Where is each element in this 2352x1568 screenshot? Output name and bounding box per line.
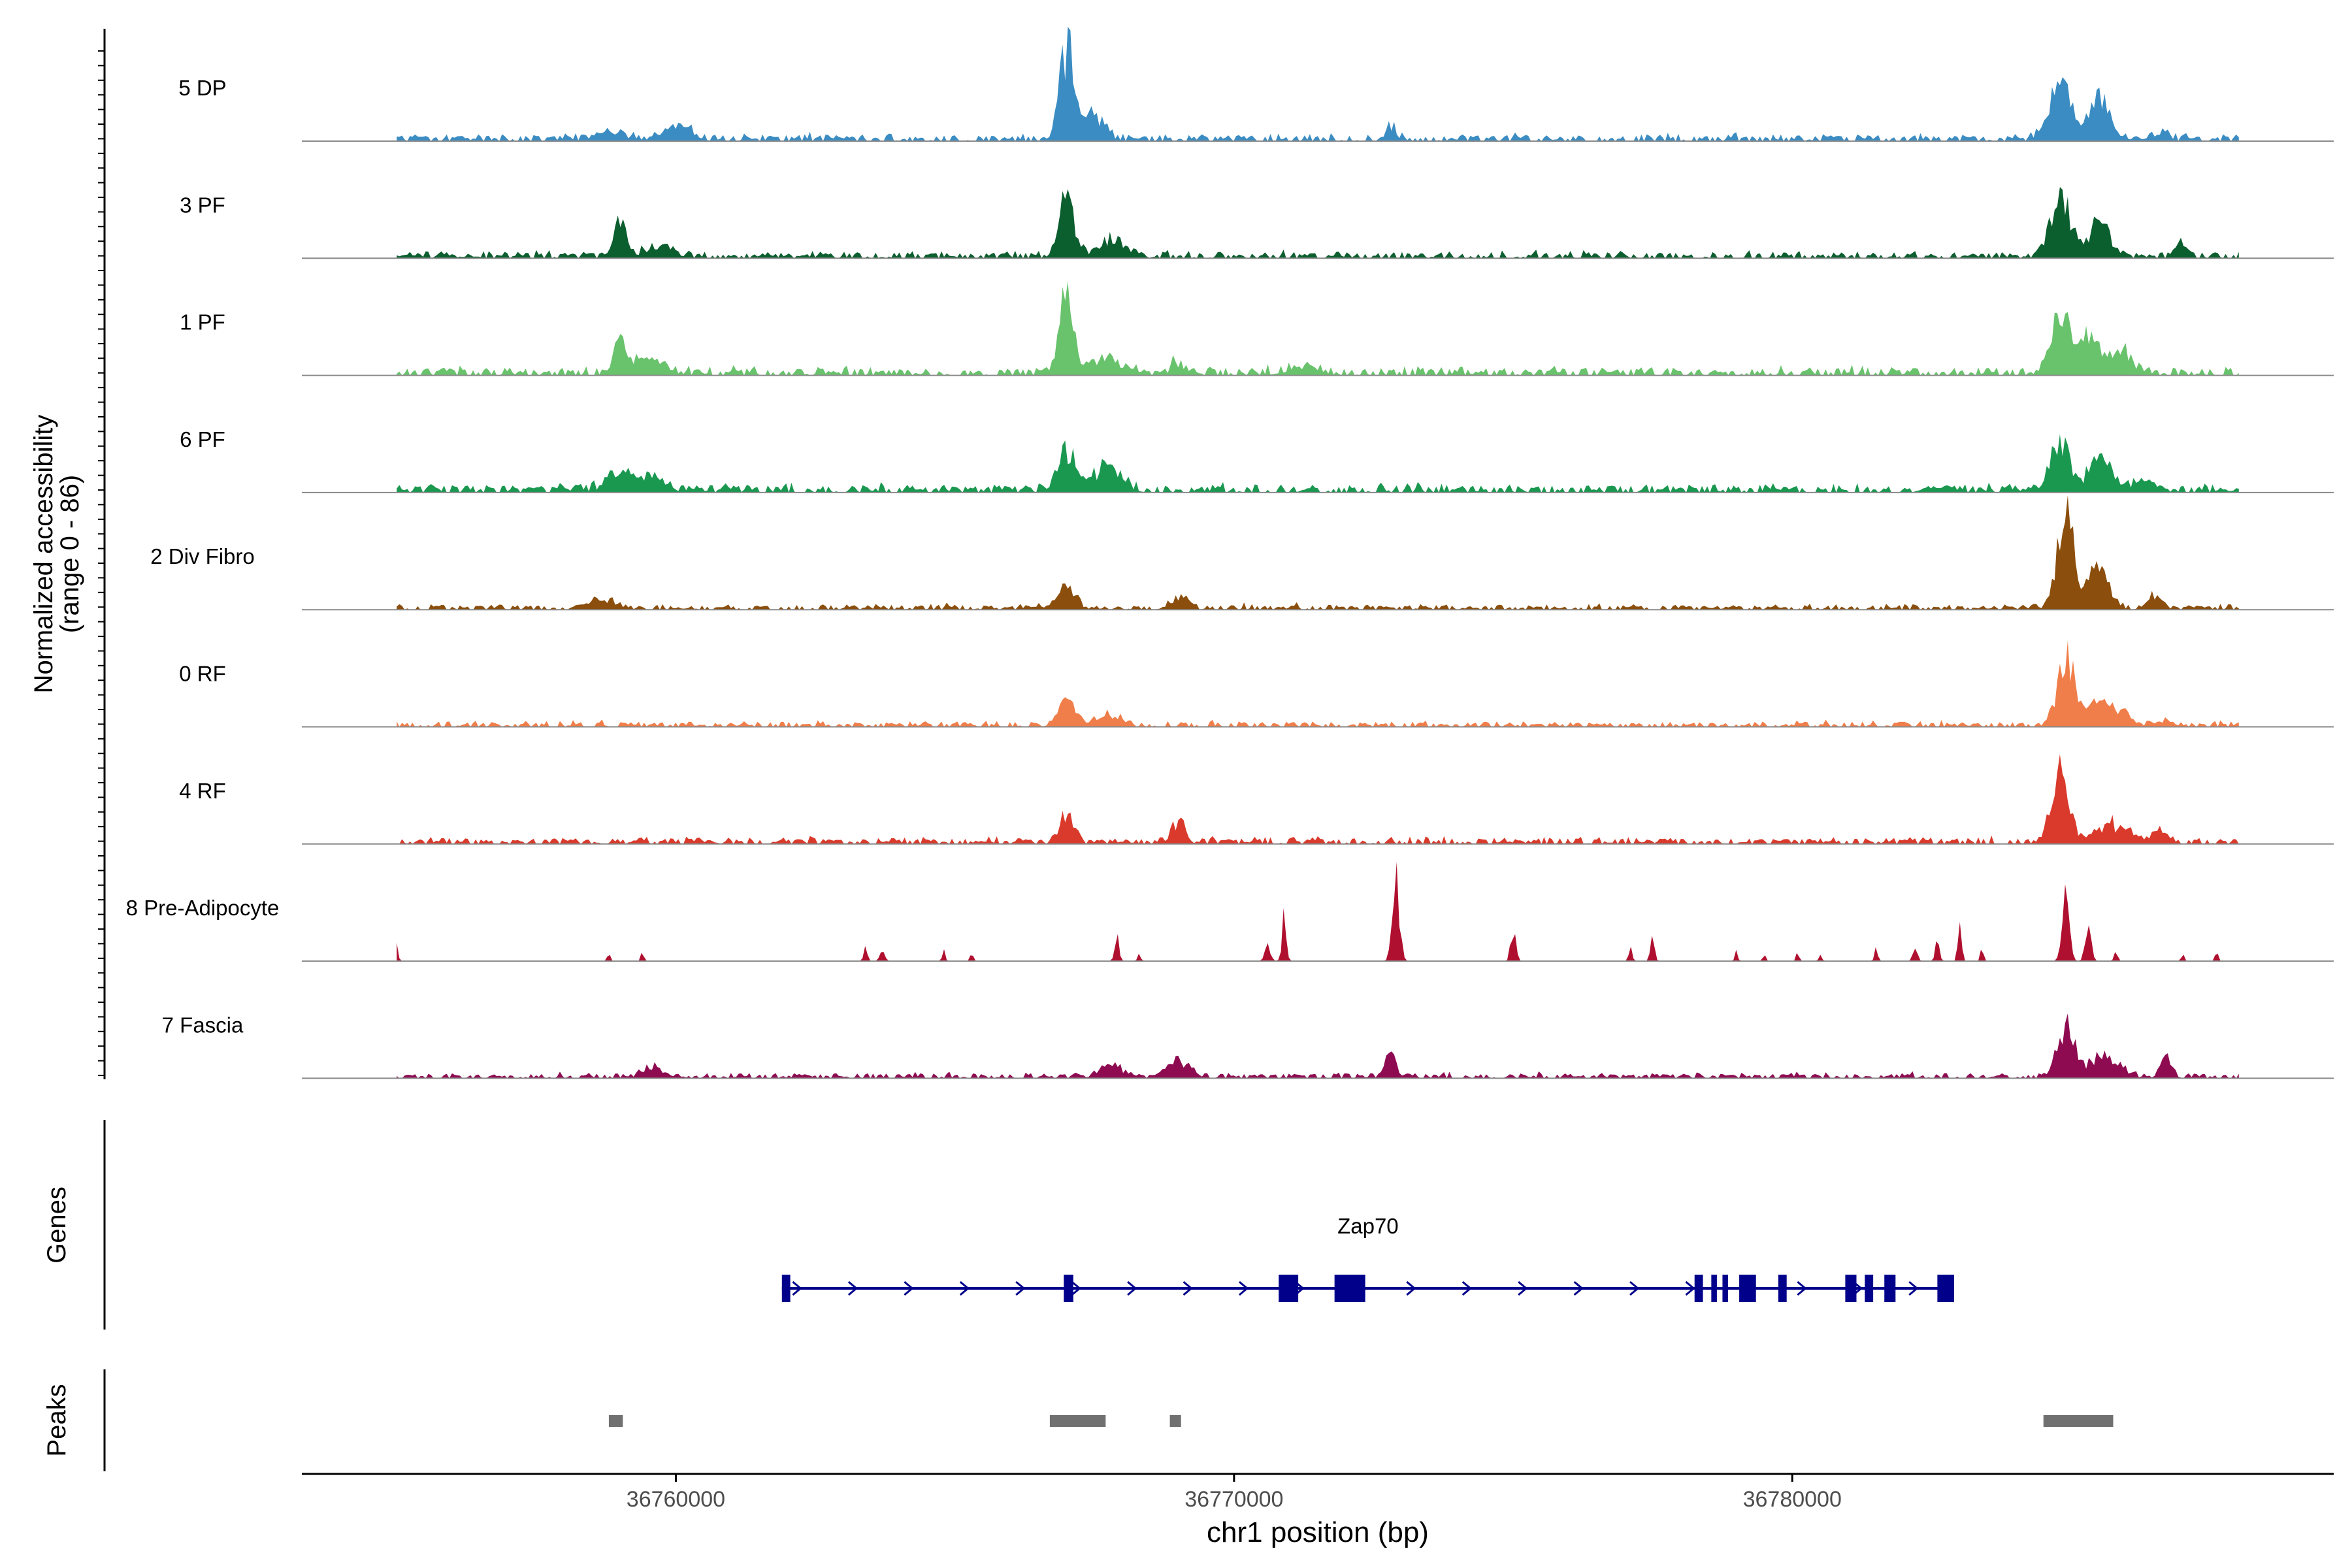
- track-2-div-fibro: 2 Div Fibro: [150, 495, 2334, 611]
- gene-annotation-track: Zap70: [781, 1214, 1955, 1302]
- coverage-area: [397, 1013, 2239, 1079]
- gene-exon: [1884, 1275, 1896, 1302]
- strand-arrow: [1406, 1281, 1416, 1296]
- strand-arrow: [1127, 1281, 1137, 1296]
- coverage-tracks: 5 DP 3 PF 1 PF 6 PF 2 Div Fibro 0 RF 4 RF 8 Pre…: [126, 27, 2334, 1079]
- track-3-pf: 3 PF: [180, 187, 2334, 259]
- peak-region: [2043, 1415, 2114, 1427]
- strand-arrow: [1629, 1281, 1640, 1296]
- genes-panel-label: Genes: [42, 1186, 71, 1264]
- strand-arrow: [792, 1281, 802, 1296]
- x-axis-label: chr1 position (bp): [1207, 1516, 1429, 1548]
- strand-arrow: [1071, 1281, 1081, 1296]
- gene-exon: [1279, 1275, 1299, 1302]
- track-label: 0 RF: [179, 662, 226, 686]
- track-label: 5 DP: [178, 76, 226, 100]
- coverage-area: [397, 495, 2239, 610]
- coverage-area: [397, 754, 2239, 844]
- coverage-y-axis: [98, 29, 106, 1079]
- track-label: 6 PF: [180, 427, 225, 451]
- gene-exon: [1845, 1275, 1857, 1302]
- peak-region: [1169, 1415, 1181, 1427]
- peak-region: [608, 1415, 623, 1427]
- y-axis-label: Normalized accessibility: [29, 415, 58, 694]
- peaks-panel-label: Peaks: [42, 1384, 71, 1456]
- track-label: 3 PF: [180, 193, 225, 217]
- coverage-area: [397, 640, 2239, 727]
- track-4-rf: 4 RF: [179, 754, 2334, 845]
- gene-exon: [1722, 1275, 1728, 1302]
- peak-region: [1049, 1415, 1106, 1427]
- strand-arrow: [1797, 1281, 1807, 1296]
- x-tick-label: 36770000: [1184, 1487, 1283, 1512]
- coverage-area: [397, 862, 2239, 962]
- track-label: 1 PF: [180, 310, 225, 335]
- peak-regions-track: [608, 1415, 2114, 1427]
- gene-exon: [781, 1275, 791, 1302]
- track-label: 7 Fascia: [162, 1013, 244, 1037]
- track-label: 2 Div Fibro: [150, 544, 255, 568]
- gene-exon: [1064, 1275, 1073, 1302]
- x-axis-ticks: 36760000 36770000 36780000: [627, 1474, 1842, 1512]
- strand-arrow: [1015, 1281, 1026, 1296]
- x-tick-label: 36760000: [627, 1487, 725, 1512]
- track-7-fascia: 7 Fascia: [162, 1013, 2334, 1079]
- track-8-pre-adipocyte: 8 Pre-Adipocyte: [126, 862, 2334, 962]
- strand-arrow: [959, 1281, 970, 1296]
- gene-model: Zap70: [781, 1214, 1955, 1302]
- strand-arrow: [1908, 1281, 1919, 1296]
- coverage-area: [397, 434, 2239, 493]
- strand-arrow: [847, 1281, 858, 1296]
- track-1-pf: 1 PF: [180, 281, 2334, 376]
- gene-name: Zap70: [1337, 1214, 1399, 1238]
- gene-exon: [1865, 1275, 1874, 1302]
- y-axis-label-range: (range 0 - 86): [56, 475, 84, 633]
- coverage-area: [397, 187, 2239, 259]
- strand-arrow: [904, 1281, 914, 1296]
- gene-exon: [1694, 1275, 1703, 1302]
- coverage-area: [397, 281, 2239, 376]
- gene-exon: [1739, 1275, 1756, 1302]
- strand-arrow: [1462, 1281, 1473, 1296]
- gene-exon: [1711, 1275, 1717, 1302]
- track-5-dp: 5 DP: [178, 27, 2334, 142]
- gene-exon: [1778, 1275, 1787, 1302]
- track-label: 8 Pre-Adipocyte: [126, 896, 280, 920]
- track-6-pf: 6 PF: [180, 427, 2334, 493]
- track-0-rf: 0 RF: [179, 640, 2334, 728]
- gene-exon: [1334, 1275, 1365, 1302]
- strand-arrow: [1518, 1281, 1528, 1296]
- strand-arrow: [1183, 1281, 1193, 1296]
- strand-arrow: [1573, 1281, 1584, 1296]
- strand-arrow: [1685, 1281, 1695, 1296]
- strand-arrow: [1238, 1281, 1249, 1296]
- coverage-area: [397, 27, 2239, 141]
- track-label: 4 RF: [179, 779, 226, 803]
- gene-exon: [1937, 1275, 1955, 1302]
- x-tick-label: 36780000: [1743, 1487, 1842, 1512]
